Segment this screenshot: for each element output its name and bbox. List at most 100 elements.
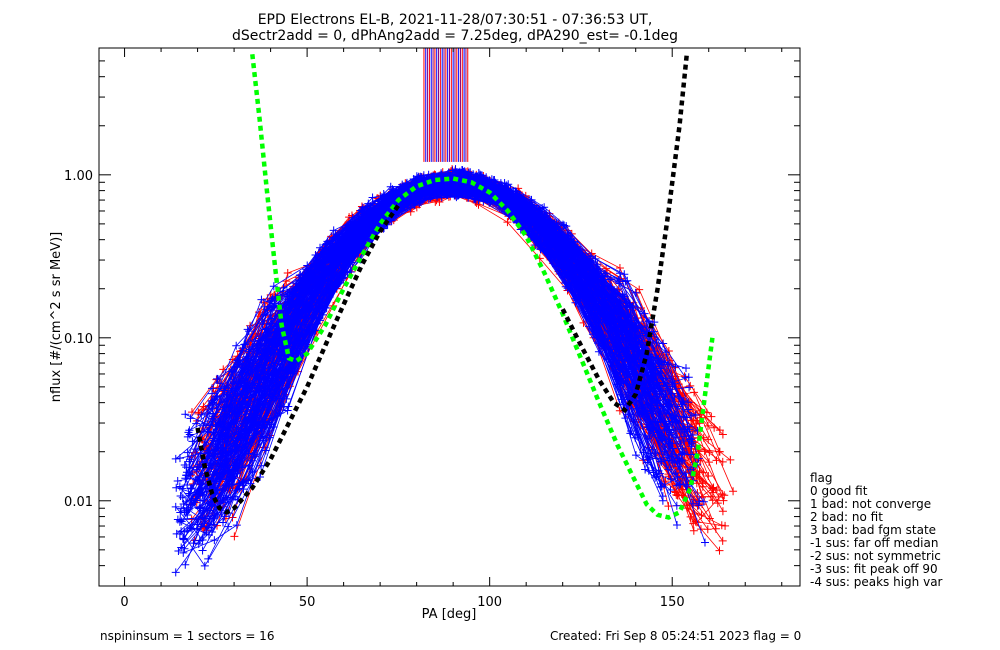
- data-point: [623, 373, 632, 382]
- data-point: [209, 428, 218, 437]
- data-point: [283, 269, 292, 278]
- data-point: [248, 467, 257, 476]
- data-point: [729, 487, 738, 496]
- data-point: [187, 524, 196, 533]
- data-point: [670, 379, 679, 388]
- data-point: [212, 511, 221, 520]
- data-point: [226, 441, 235, 450]
- data-curve: [225, 181, 688, 432]
- data-point: [252, 421, 261, 430]
- data-point: [213, 374, 222, 383]
- data-point: [220, 512, 229, 521]
- data-point: [183, 511, 192, 520]
- data-point: [231, 394, 240, 403]
- data-point: [677, 455, 686, 464]
- data-point: [682, 473, 691, 482]
- data-point: [379, 189, 388, 198]
- data-point: [713, 499, 722, 508]
- data-point: [180, 544, 189, 553]
- data-point: [232, 445, 241, 454]
- data-point: [194, 539, 203, 548]
- data-point: [718, 430, 727, 439]
- data-point: [177, 543, 186, 552]
- data-point: [625, 319, 634, 328]
- data-point: [615, 363, 624, 372]
- data-point: [181, 474, 190, 483]
- data-point: [647, 426, 656, 435]
- data-point: [679, 396, 688, 405]
- data-point: [563, 257, 572, 266]
- data-point: [368, 193, 377, 202]
- data-point: [364, 199, 373, 208]
- data-point: [435, 198, 444, 207]
- data-point: [183, 448, 192, 457]
- data-point: [720, 491, 729, 500]
- data-point: [187, 484, 196, 493]
- data-point: [177, 527, 186, 536]
- data-point: [176, 491, 185, 500]
- data-point: [527, 195, 536, 204]
- data-point: [643, 409, 652, 418]
- data-point: [291, 341, 300, 350]
- data-point: [177, 517, 186, 526]
- data-point: [718, 536, 727, 545]
- data-point: [726, 455, 735, 464]
- data-point: [677, 449, 686, 458]
- data-point: [208, 434, 217, 443]
- data-point: [275, 402, 284, 411]
- data-point: [715, 546, 724, 555]
- data-point: [198, 546, 207, 555]
- data-point: [212, 400, 221, 409]
- data-point: [180, 461, 189, 470]
- data-point: [173, 515, 182, 524]
- data-point: [343, 221, 352, 230]
- data-point: [244, 347, 253, 356]
- data-point: [171, 568, 180, 577]
- data-point: [676, 480, 685, 489]
- data-point: [620, 270, 629, 279]
- data-point: [615, 269, 624, 278]
- data-point: [633, 410, 642, 419]
- data-point: [718, 457, 727, 466]
- data-point: [597, 280, 606, 289]
- data-point: [203, 427, 212, 436]
- data-point: [316, 243, 325, 252]
- data-point: [700, 538, 709, 547]
- data-point: [250, 450, 259, 459]
- data-point: [269, 282, 278, 291]
- data-point: [177, 504, 186, 513]
- data-point: [644, 466, 653, 475]
- data-point: [681, 373, 690, 382]
- data-point: [686, 381, 695, 390]
- data-point: [179, 548, 188, 557]
- data-point: [210, 536, 219, 545]
- data-point: [436, 170, 445, 179]
- data-point: [319, 295, 328, 304]
- data-point: [173, 476, 182, 485]
- data-point: [195, 504, 204, 513]
- data-point: [655, 364, 664, 373]
- data-point: [178, 493, 187, 502]
- data-point: [718, 507, 727, 516]
- data-point: [218, 518, 227, 527]
- data-point: [322, 239, 331, 248]
- data-point: [175, 454, 184, 463]
- data-point: [684, 398, 693, 407]
- data-point: [689, 526, 698, 535]
- data-point: [507, 202, 516, 211]
- data-point: [666, 485, 675, 494]
- data-point: [500, 178, 509, 187]
- data-curve: [186, 189, 655, 509]
- data-point: [683, 482, 692, 491]
- data-point: [715, 426, 724, 435]
- data-point: [586, 252, 595, 261]
- chart-title: EPD Electrons EL-B, 2021-11-28/07:30:51 …: [258, 12, 653, 28]
- data-point: [208, 404, 217, 413]
- data-point: [631, 433, 640, 442]
- data-point: [706, 492, 715, 501]
- data-point: [572, 296, 581, 305]
- data-point: [474, 196, 483, 205]
- data-point: [200, 561, 209, 570]
- data-point: [679, 412, 688, 421]
- data-point: [596, 276, 605, 285]
